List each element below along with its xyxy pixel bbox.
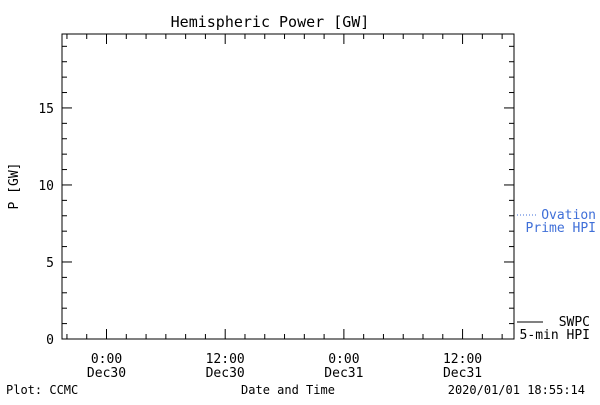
- x-tick-time-label: 0:00: [91, 352, 122, 367]
- plot-frame: [61, 33, 515, 340]
- footer-center: Date and Time: [241, 383, 335, 397]
- y-tick-label: 10: [38, 179, 54, 194]
- y-tick-label: 5: [46, 256, 54, 271]
- y-tick-label: 15: [38, 102, 54, 117]
- x-tick-date-label: Dec30: [206, 366, 245, 381]
- y-axis-label: P [GW]: [7, 163, 22, 210]
- x-tick-date-label: Dec31: [324, 366, 363, 381]
- x-tick-time-label: 12:00: [206, 352, 245, 367]
- legend-ovation-label-1: Ovation: [541, 208, 596, 223]
- legend-ovation-label-2: Prime HPI: [526, 221, 596, 236]
- x-tick-time-label: 0:00: [328, 352, 359, 367]
- x-tick-date-label: Dec30: [87, 366, 126, 381]
- legend-swpc-label-2: 5-min HPI: [520, 328, 590, 343]
- y-tick-label: 0: [46, 333, 54, 348]
- chart-title: Hemispheric Power [GW]: [171, 13, 370, 31]
- footer-right: 2020/01/01 18:55:14: [448, 383, 585, 397]
- legend: Ovation Prime HPI SWPC 5-min HPI: [517, 208, 596, 343]
- y-axis: 0 5 10 15: [38, 45, 514, 348]
- footer-left: Plot: CCMC: [6, 383, 78, 397]
- legend-swpc-label-1: SWPC: [559, 315, 590, 330]
- x-tick-date-label: Dec31: [443, 366, 482, 381]
- x-tick-time-label: 12:00: [443, 352, 482, 367]
